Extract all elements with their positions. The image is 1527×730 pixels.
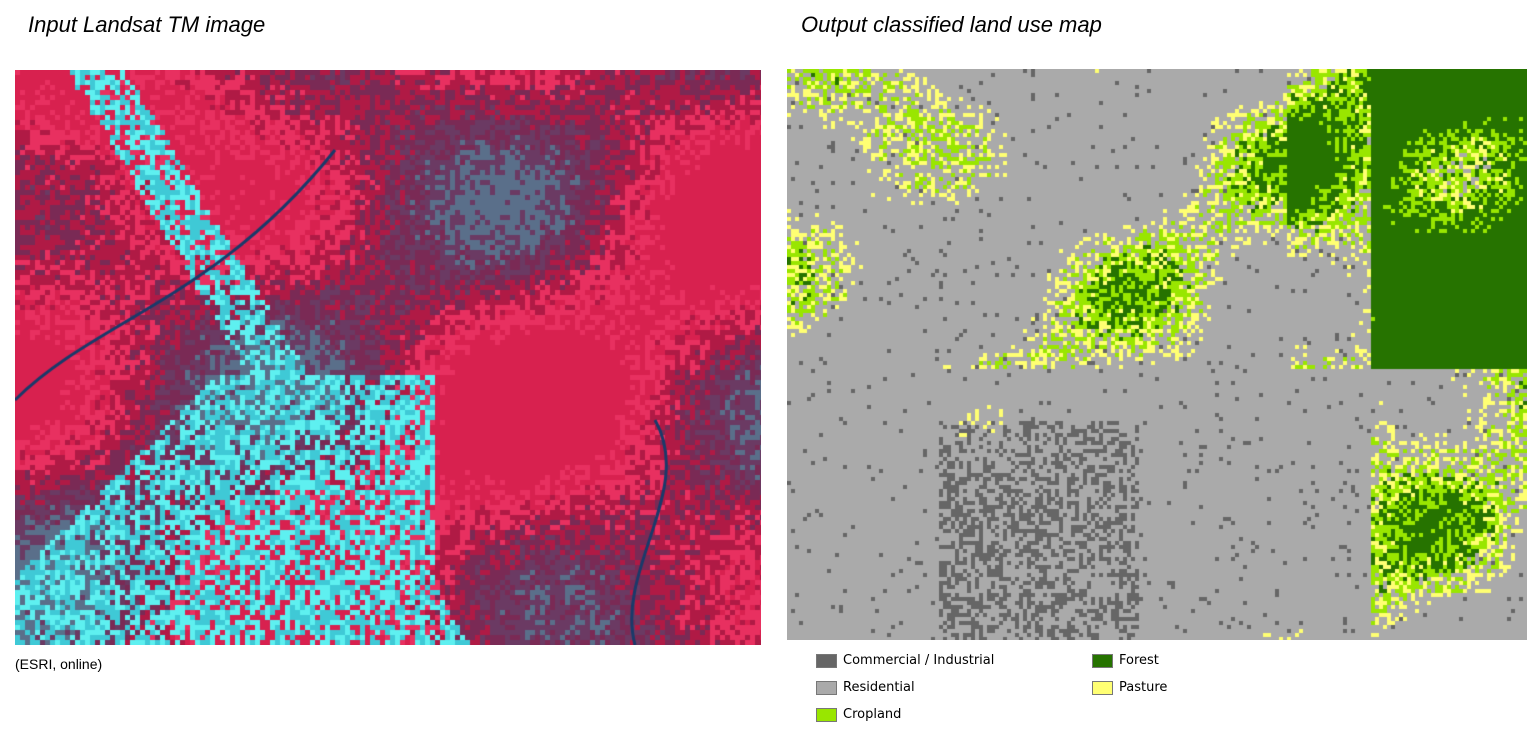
legend-label: Cropland <box>843 707 902 722</box>
classified-map <box>787 69 1527 640</box>
image-credit: (ESRI, online) <box>15 656 103 672</box>
input-image-title: Input Landsat TM image <box>28 12 266 37</box>
legend-swatch <box>816 707 837 722</box>
legend-swatch <box>1092 680 1113 695</box>
legend-label: Residential <box>843 680 915 695</box>
output-map-title: Output classified land use map <box>801 12 1102 37</box>
legend-residential: Residential <box>816 680 915 695</box>
legend-label: Commercial / Industrial <box>843 653 995 668</box>
legend-pasture: Pasture <box>1092 680 1167 695</box>
landsat-image <box>15 70 761 645</box>
legend-label: Pasture <box>1119 680 1168 695</box>
legend-cropland: Cropland <box>816 707 901 722</box>
legend-commercial: Commercial / Industrial <box>816 653 994 668</box>
legend-forest: Forest <box>1092 653 1159 668</box>
legend-swatch <box>1092 653 1113 668</box>
legend-swatch <box>816 653 837 668</box>
legend-label: Forest <box>1119 653 1159 668</box>
legend-swatch <box>816 680 837 695</box>
